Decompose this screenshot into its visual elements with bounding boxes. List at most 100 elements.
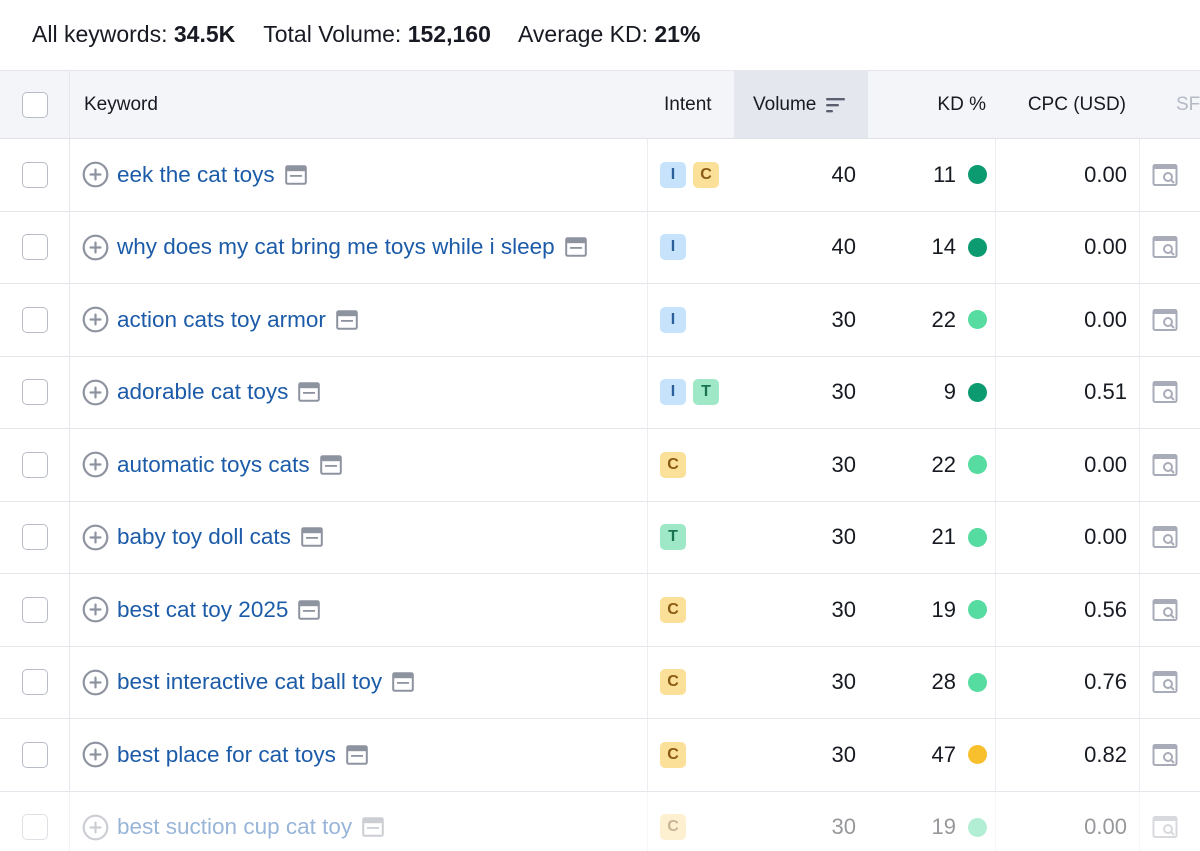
table-row[interactable]: best interactive cat ball toy C 30 28 0.… <box>0 646 1200 719</box>
serp-features-cell <box>1140 212 1200 284</box>
serp-analysis-icon[interactable] <box>1152 380 1178 404</box>
serp-features-cell <box>1140 502 1200 574</box>
serp-analysis-icon[interactable] <box>1152 163 1178 187</box>
add-to-list-icon[interactable] <box>82 524 109 551</box>
keywords-table: Keyword Intent Volume KD % CPC (USD) SF … <box>0 70 1200 851</box>
keyword-link[interactable]: eek the cat toys <box>117 161 275 187</box>
row-checkbox[interactable] <box>21 596 48 623</box>
intent-badge[interactable]: C <box>660 741 686 768</box>
serp-analysis-icon[interactable] <box>1152 743 1178 767</box>
keyword-cell: eek the cat toys <box>70 139 648 211</box>
serp-preview-icon[interactable] <box>346 744 368 765</box>
serp-analysis-icon[interactable] <box>1152 598 1178 622</box>
cpc-cell: 0.00 <box>996 791 1140 851</box>
row-checkbox[interactable] <box>21 451 48 478</box>
table-row[interactable]: automatic toys cats C 30 22 0.00 <box>0 429 1200 502</box>
intent-badge[interactable]: C <box>660 669 686 696</box>
kd-difficulty-dot <box>968 527 987 547</box>
intent-badge[interactable]: C <box>660 596 686 623</box>
serp-analysis-icon[interactable] <box>1152 670 1178 694</box>
serp-analysis-icon[interactable] <box>1152 453 1178 477</box>
table-row[interactable]: why does my cat bring me toys while i sl… <box>0 211 1200 284</box>
row-checkbox-cell <box>0 429 70 501</box>
row-checkbox-cell <box>0 284 70 356</box>
keyword-link[interactable]: why does my cat bring me toys while i sl… <box>117 234 555 260</box>
keyword-link[interactable]: adorable cat toys <box>117 379 289 405</box>
volume-cell: 30 <box>831 379 856 405</box>
keyword-link[interactable]: best interactive cat ball toy <box>117 669 383 695</box>
sort-descending-icon[interactable] <box>826 97 846 113</box>
average-kd-stat: Average KD: 21% <box>517 21 701 47</box>
keyword-link[interactable]: best cat toy 2025 <box>117 596 289 622</box>
keyword-link[interactable]: automatic toys cats <box>117 451 310 477</box>
row-checkbox[interactable] <box>21 669 48 696</box>
serp-analysis-icon[interactable] <box>1152 308 1178 332</box>
table-row[interactable]: action cats toy armor I 30 22 0.00 <box>0 284 1200 357</box>
column-header-volume[interactable]: Volume <box>734 71 868 138</box>
keyword-link[interactable]: baby toy doll cats <box>117 524 291 550</box>
serp-analysis-icon[interactable] <box>1152 525 1178 549</box>
intent-badge[interactable]: I <box>660 161 686 188</box>
serp-analysis-icon[interactable] <box>1152 815 1178 839</box>
serp-preview-icon[interactable] <box>362 817 384 838</box>
intent-badge[interactable]: I <box>660 379 686 406</box>
keyword-link[interactable]: best place for cat toys <box>117 741 336 767</box>
select-all-checkbox[interactable] <box>21 91 48 118</box>
kd-cell: 22 <box>868 429 996 501</box>
row-checkbox[interactable] <box>21 306 48 333</box>
row-checkbox[interactable] <box>21 161 48 188</box>
row-checkbox[interactable] <box>21 234 48 261</box>
intent-badge[interactable]: C <box>660 814 686 841</box>
add-to-list-icon[interactable] <box>82 306 109 333</box>
intent-cell: C <box>648 792 734 851</box>
keyword-link[interactable]: action cats toy armor <box>117 306 326 332</box>
column-header-serp-features[interactable]: SF <box>1176 93 1200 115</box>
kd-value: 22 <box>931 451 956 477</box>
row-checkbox-cell <box>0 574 70 646</box>
serp-preview-icon[interactable] <box>284 164 307 185</box>
add-to-list-icon[interactable] <box>82 669 109 696</box>
kd-difficulty-dot <box>968 817 987 837</box>
row-checkbox-cell <box>0 501 70 573</box>
intent-badge[interactable]: T <box>693 379 719 406</box>
serp-preview-icon[interactable] <box>301 527 323 548</box>
add-to-list-icon[interactable] <box>82 741 109 768</box>
intent-badge[interactable]: I <box>660 234 686 261</box>
table-row[interactable]: best suction cup cat toy C 30 19 0.00 <box>0 791 1200 851</box>
keyword-link[interactable]: best suction cup cat toy <box>117 814 353 840</box>
serp-preview-icon[interactable] <box>564 237 587 258</box>
cpc-cell: 0.00 <box>996 284 1140 356</box>
serp-analysis-icon[interactable] <box>1152 235 1178 259</box>
add-to-list-icon[interactable] <box>82 379 109 406</box>
table-row[interactable]: baby toy doll cats T 30 21 0.00 <box>0 501 1200 574</box>
add-to-list-icon[interactable] <box>82 814 109 841</box>
intent-badge[interactable]: C <box>693 161 719 188</box>
add-to-list-icon[interactable] <box>82 234 109 261</box>
table-row[interactable]: best cat toy 2025 C 30 19 0.56 <box>0 574 1200 647</box>
serp-preview-icon[interactable] <box>298 599 321 620</box>
serp-preview-icon[interactable] <box>336 309 358 330</box>
row-checkbox[interactable] <box>21 379 48 406</box>
add-to-list-icon[interactable] <box>82 451 109 478</box>
table-row[interactable]: best place for cat toys C 30 47 0.82 <box>0 719 1200 792</box>
serp-features-cell <box>1140 284 1200 356</box>
add-to-list-icon[interactable] <box>82 596 109 623</box>
serp-preview-icon[interactable] <box>298 382 321 403</box>
serp-preview-icon[interactable] <box>319 454 342 475</box>
row-checkbox[interactable] <box>21 814 48 841</box>
serp-preview-icon[interactable] <box>392 672 414 693</box>
column-header-kd[interactable]: KD % <box>937 93 986 115</box>
add-to-list-icon[interactable] <box>82 161 109 188</box>
row-checkbox[interactable] <box>21 741 48 768</box>
column-header-cpc[interactable]: CPC (USD) <box>1027 93 1126 115</box>
column-header-keyword[interactable]: Keyword <box>84 93 158 115</box>
intent-badge[interactable]: I <box>660 306 686 333</box>
intent-badge[interactable]: C <box>660 451 686 478</box>
column-header-intent[interactable]: Intent <box>664 93 712 115</box>
keyword-cell: action cats toy armor <box>70 284 648 356</box>
intent-badge[interactable]: T <box>660 524 686 551</box>
row-checkbox[interactable] <box>21 524 48 551</box>
row-checkbox-cell <box>0 356 70 428</box>
